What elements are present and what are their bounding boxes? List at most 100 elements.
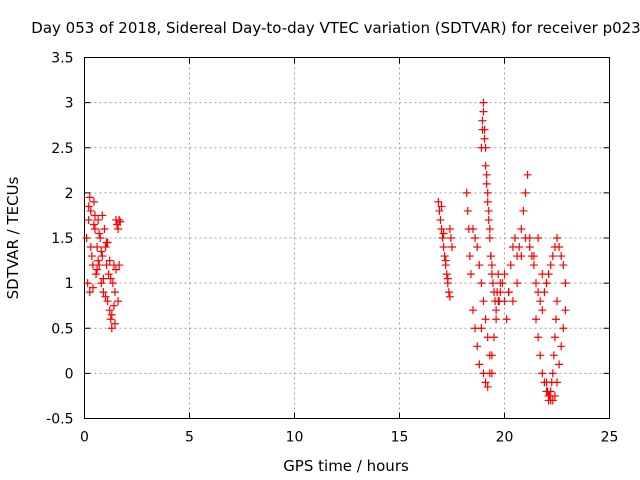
data-point	[549, 351, 558, 360]
data-point	[523, 170, 532, 179]
data-point	[103, 297, 112, 306]
data-point	[481, 161, 490, 170]
data-point	[494, 297, 503, 306]
data-point	[114, 297, 123, 306]
x-tick-label: 25	[601, 430, 619, 446]
data-point	[546, 387, 555, 396]
data-point	[106, 274, 115, 283]
data-point	[93, 265, 102, 274]
data-point	[532, 279, 540, 288]
data-point	[442, 270, 451, 279]
data-point	[561, 306, 570, 315]
data-point	[95, 229, 104, 238]
data-point	[555, 243, 564, 252]
data-point	[478, 116, 487, 125]
data-point	[112, 265, 120, 274]
data-point	[483, 188, 492, 197]
data-point	[462, 188, 471, 197]
data-point	[89, 197, 98, 206]
data-point	[544, 396, 553, 405]
data-point	[479, 107, 488, 116]
data-point	[521, 188, 530, 197]
data-point	[466, 270, 475, 279]
data-point	[482, 170, 491, 179]
data-point	[529, 252, 538, 261]
data-point	[91, 211, 99, 220]
data-point	[480, 134, 489, 143]
data-point	[515, 243, 524, 252]
data-point	[445, 224, 454, 233]
data-point	[492, 315, 501, 324]
data-point	[475, 261, 484, 270]
data-point	[553, 234, 561, 242]
data-point	[105, 256, 114, 265]
data-point	[109, 301, 118, 310]
data-point	[486, 252, 495, 261]
data-point	[547, 378, 556, 387]
data-point	[107, 310, 116, 319]
data-point	[95, 261, 104, 270]
data-point	[478, 125, 487, 134]
data-point	[477, 143, 486, 152]
data-point	[92, 270, 101, 279]
y-tick-label: 0.5	[51, 321, 73, 337]
data-point	[97, 247, 106, 256]
data-point	[538, 369, 547, 378]
data-point	[471, 234, 480, 242]
data-point	[101, 292, 110, 301]
data-point	[508, 297, 517, 306]
data-point	[483, 197, 492, 206]
data-point	[94, 215, 103, 224]
x-tick-label: 20	[496, 430, 514, 446]
data-point	[97, 279, 106, 288]
data-point	[548, 369, 557, 378]
data-point	[496, 279, 505, 288]
data-point	[106, 315, 115, 324]
data-point	[82, 234, 91, 242]
data-point	[550, 333, 559, 342]
data-point	[100, 224, 109, 233]
data-point	[525, 243, 534, 252]
data-point	[488, 279, 497, 288]
data-point	[84, 215, 93, 224]
data-point	[506, 261, 515, 270]
data-point	[438, 234, 447, 242]
data-point	[99, 274, 108, 283]
data-point	[436, 215, 445, 224]
data-point	[496, 288, 505, 297]
data-point	[483, 333, 492, 342]
x-axis-label: GPS time / hours	[283, 457, 409, 475]
data-point	[475, 360, 484, 369]
data-point	[542, 279, 551, 288]
data-point	[114, 224, 123, 233]
x-tick-label: 0	[80, 430, 89, 446]
data-point	[439, 229, 448, 238]
x-tick-label: 5	[185, 430, 194, 446]
data-point	[443, 274, 452, 283]
data-point	[88, 283, 97, 292]
data-point	[481, 315, 490, 324]
y-axis-label: SDTVAR / TECUs	[4, 176, 22, 299]
data-point	[500, 270, 509, 279]
data-point	[463, 206, 472, 215]
data-point	[511, 234, 519, 242]
data-point	[104, 270, 113, 279]
data-point	[85, 288, 94, 297]
data-point	[446, 234, 455, 242]
data-point	[482, 179, 491, 188]
data-point	[89, 220, 98, 229]
data-point	[94, 256, 103, 265]
data-point	[553, 297, 561, 306]
data-point	[534, 234, 543, 242]
data-point	[83, 279, 92, 288]
data-point	[557, 342, 566, 351]
data-point	[483, 382, 492, 391]
data-point	[440, 252, 449, 261]
data-point	[538, 270, 547, 279]
data-point	[115, 261, 124, 270]
y-tick-label: 1.5	[51, 231, 73, 247]
data-point	[87, 252, 96, 261]
data-point	[86, 243, 95, 252]
data-point	[532, 315, 540, 324]
data-point	[481, 378, 490, 387]
